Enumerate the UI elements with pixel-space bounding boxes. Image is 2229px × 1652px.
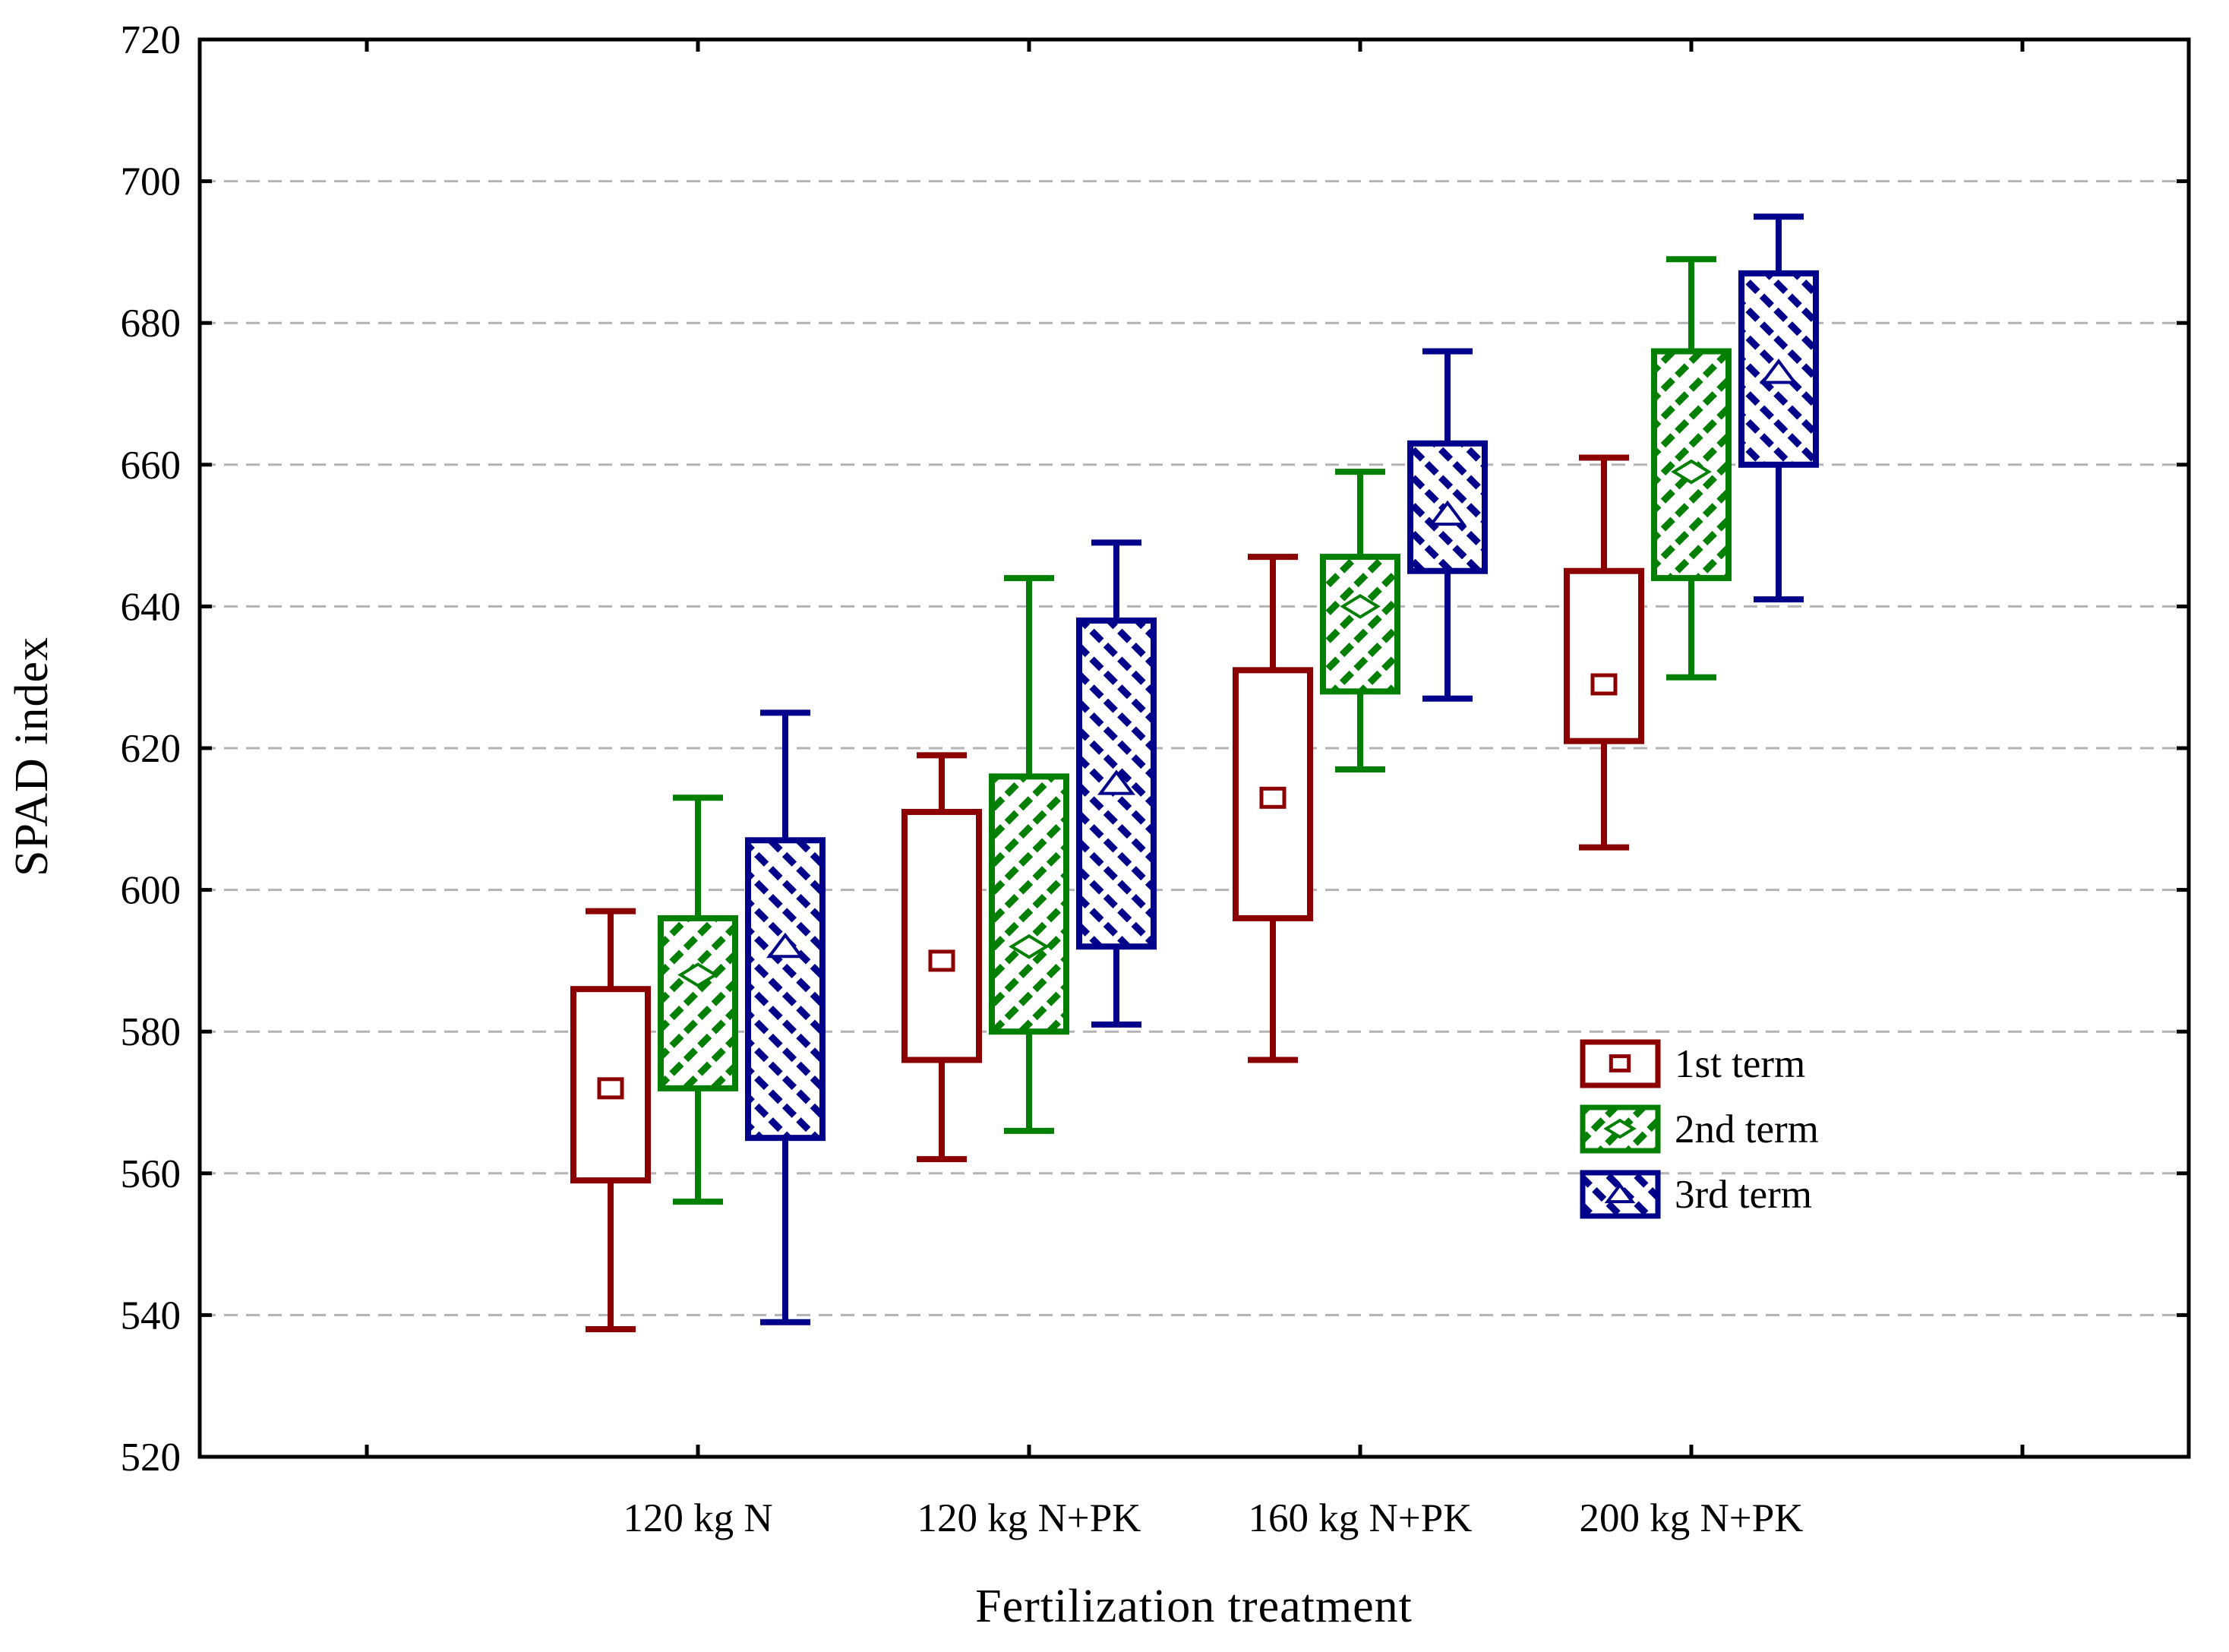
box-1st-term-200-kg-n-pk: [1564, 454, 1644, 851]
x-axis-title: Fertilization treatment: [975, 1581, 1413, 1632]
mean-marker-square: [928, 949, 955, 972]
legend-marker-square: [1609, 1054, 1631, 1072]
box-3rd-term-200-kg-n-pk: [1738, 213, 1819, 603]
mean-marker-square: [1259, 786, 1287, 809]
mean-marker-triangle: [1429, 500, 1467, 526]
box-2nd-term-120-kg-n: [658, 794, 738, 1205]
mean-marker-diamond: [1009, 933, 1050, 959]
legend: 1st term 2nd term 3rd term: [1580, 1039, 1819, 1219]
box-rect: [1564, 567, 1644, 744]
legend-marker-triangle: [1604, 1182, 1636, 1204]
legend-label-3rd-term: 3rd term: [1675, 1173, 1812, 1217]
y-tick-label-540: 540: [121, 1293, 182, 1338]
box-2nd-term-200-kg-n-pk: [1651, 256, 1732, 681]
box-rect: [989, 773, 1069, 1035]
box-rect: [745, 837, 826, 1142]
y-tick-label-580: 580: [121, 1010, 182, 1054]
box-3rd-term-120-kg-n-pk: [1076, 539, 1157, 1028]
legend-marker-diamond: [1603, 1118, 1637, 1139]
x-category-label-160-kg-n-pk: 160 kg N+PK: [1249, 1496, 1473, 1540]
box-2nd-term-160-kg-n-pk: [1320, 469, 1400, 772]
mean-marker-diamond: [1671, 459, 1712, 485]
y-tick-label-600: 600: [121, 869, 182, 913]
box-1st-term-160-kg-n-pk: [1233, 554, 1313, 1063]
y-tick-label-680: 680: [121, 302, 182, 346]
box-rect: [1320, 554, 1400, 695]
legend-label-1st-term: 1st term: [1675, 1042, 1805, 1086]
box-3rd-term-120-kg-n: [745, 709, 826, 1325]
legend-swatch-1st-term: [1580, 1039, 1661, 1088]
box-rect: [1738, 270, 1819, 468]
mean-marker-triangle: [1760, 359, 1798, 384]
mean-marker-square: [1590, 673, 1618, 696]
box-3rd-term-160-kg-n-pk: [1407, 348, 1488, 702]
mean-marker-triangle: [766, 932, 804, 959]
legend-entry-2nd-term: 2nd term: [1580, 1104, 1819, 1154]
mean-marker-triangle: [1097, 769, 1135, 795]
y-tick-label-520: 520: [121, 1436, 182, 1480]
box-rect: [901, 808, 982, 1063]
legend-label-2nd-term: 2nd term: [1675, 1107, 1819, 1151]
y-tick-label-700: 700: [121, 160, 182, 204]
box-1st-term-120-kg-n-pk: [901, 752, 982, 1163]
y-tick-label-620: 620: [121, 727, 182, 771]
legend-entry-3rd-term: 3rd term: [1580, 1170, 1812, 1219]
y-tick-label-640: 640: [121, 585, 182, 629]
mean-marker-diamond: [1340, 594, 1381, 619]
legend-entry-1st-term: 1st term: [1580, 1039, 1805, 1088]
x-category-label-120-kg-n: 120 kg N: [623, 1496, 772, 1540]
mean-marker-square: [597, 1077, 624, 1100]
box-rect: [658, 914, 738, 1091]
x-category-label-200-kg-n-pk: 200 kg N+PK: [1580, 1496, 1804, 1540]
plot-area: 520 540 560 580 600 620 640 660 680 700 720 120 kg …: [121, 18, 2191, 1540]
y-tick-label-720: 720: [121, 18, 182, 62]
box-1st-term-120-kg-n: [570, 908, 651, 1333]
x-category-label-120-kg-n-pk: 120 kg N+PK: [917, 1496, 1141, 1540]
y-tick-label-560: 560: [121, 1152, 182, 1196]
y-tick-label-660: 660: [121, 444, 182, 488]
box-2nd-term-120-kg-n-pk: [989, 575, 1069, 1134]
y-axis-title: SPAD index: [6, 636, 58, 877]
mean-marker-diamond: [677, 962, 718, 987]
